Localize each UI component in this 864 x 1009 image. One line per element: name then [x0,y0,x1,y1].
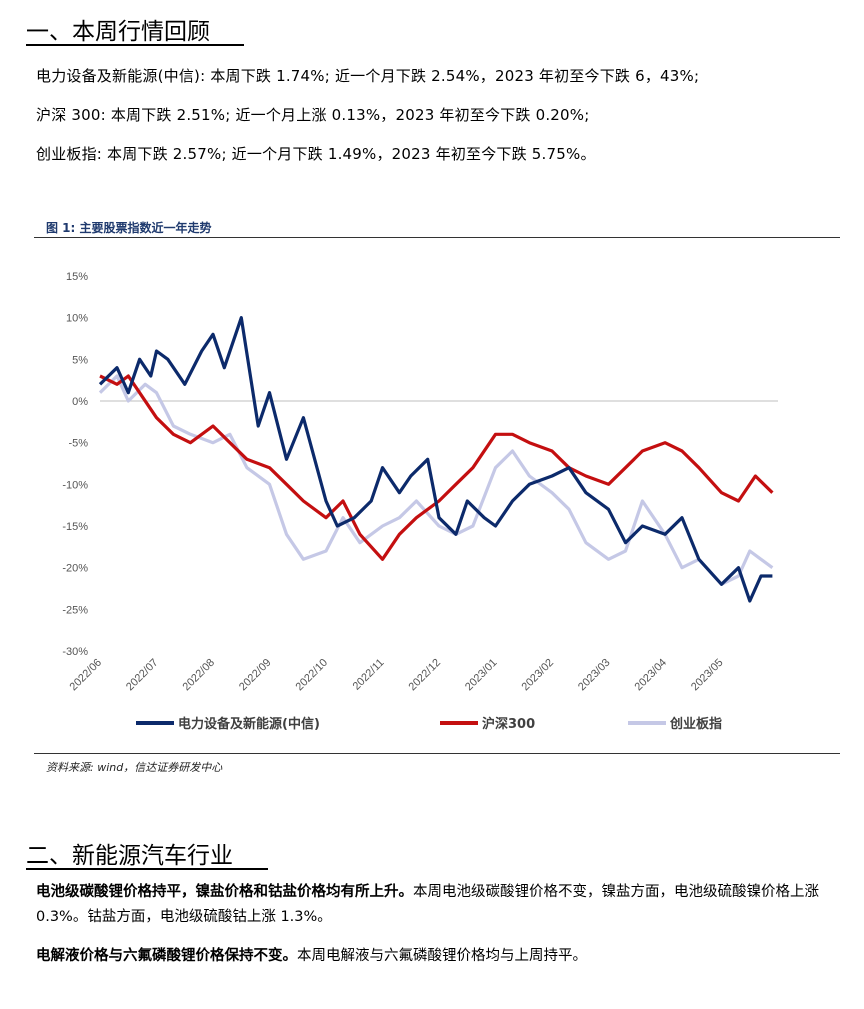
battery-paragraph-lead: 电池级碳酸锂价格持平，镍盐价格和钴盐价格均有所上升。 [36,884,413,900]
y-tick-label: -10% [62,479,88,491]
electrolyte-paragraph-body: 本周电解液与六氟磷酸锂价格均与上周持平。 [297,948,587,964]
index-trend-chart: 15% 10% 5% 0% -5% -10% -15% -20% -25% -30%2022/06… [62,271,778,732]
battery-paragraph: 电池级碳酸锂价格持平，镍盐价格和钴盐价格均有所上升。本周电池级碳酸锂价格不变，镍… [36,880,842,930]
x-tick-label: 2023/04 [633,657,670,694]
x-tick-label: 2022/12 [407,657,444,694]
legend-label: 电力设备及新能源(中信) [178,716,320,732]
x-tick-label: 2022/06 [68,657,105,694]
y-tick-label: -15% [62,521,88,533]
section-2-underline [26,868,268,870]
x-tick-label: 2022/10 [294,657,331,694]
figure-source: 资料来源: wind，信达证券研发中心 [46,761,223,774]
legend-label: 创业板指 [669,716,722,732]
x-tick-label: 2022/07 [124,657,161,694]
legend-label: 沪深300 [482,716,535,732]
section-1-title: 一、本周行情回顾 [26,19,210,45]
x-tick-label: 2022/08 [181,657,218,694]
y-tick-label: 0% [72,396,88,408]
x-tick-label: 2023/05 [689,657,726,694]
x-tick-label: 2023/03 [576,657,613,694]
figure-bottom-rule [34,753,840,755]
y-tick-label: -20% [62,563,88,575]
x-tick-label: 2023/02 [520,657,557,694]
x-tick-label: 2023/01 [463,657,500,694]
market-line-3: 创业板指: 本周下跌 2.57%; 近一个月下跌 1.49%，2023 年初至今… [36,145,596,163]
market-line-2: 沪深 300: 本周下跌 2.51%; 近一个月上涨 0.13%，2023 年初… [36,106,590,124]
x-tick-label: 2022/11 [351,657,387,693]
y-tick-label: -30% [62,646,88,658]
section-1-underline [26,44,244,46]
series-line [98,374,774,586]
electrolyte-paragraph-lead: 电解液价格与六氟磷酸锂价格保持不变。 [36,948,297,964]
x-tick-label: 2022/09 [237,657,274,694]
y-tick-label: 10% [66,313,88,325]
y-tick-label: -5% [68,438,88,450]
battery-paragraph-body: 本周电池级碳酸锂价格不变，镍盐方面，电池级硫酸镍价格上涨 0.3%。钴盐方面，电… [36,884,819,925]
figure-top-rule [34,237,840,239]
series-line [99,374,774,561]
y-tick-label: 15% [66,271,88,283]
electrolyte-paragraph: 电解液价格与六氟磷酸锂价格保持不变。本周电解液与六氟磷酸锂价格均与上周持平。 [36,944,842,969]
section-2-title: 二、新能源汽车行业 [26,843,233,869]
y-tick-label: 5% [72,354,88,366]
market-line-1: 电力设备及新能源(中信): 本周下跌 1.74%; 近一个月下跌 2.54%，2… [36,67,700,85]
y-tick-label: -25% [62,604,88,616]
figure-caption: 图 1: 主要股票指数近一年走势 [46,221,212,235]
series-line [98,316,773,603]
